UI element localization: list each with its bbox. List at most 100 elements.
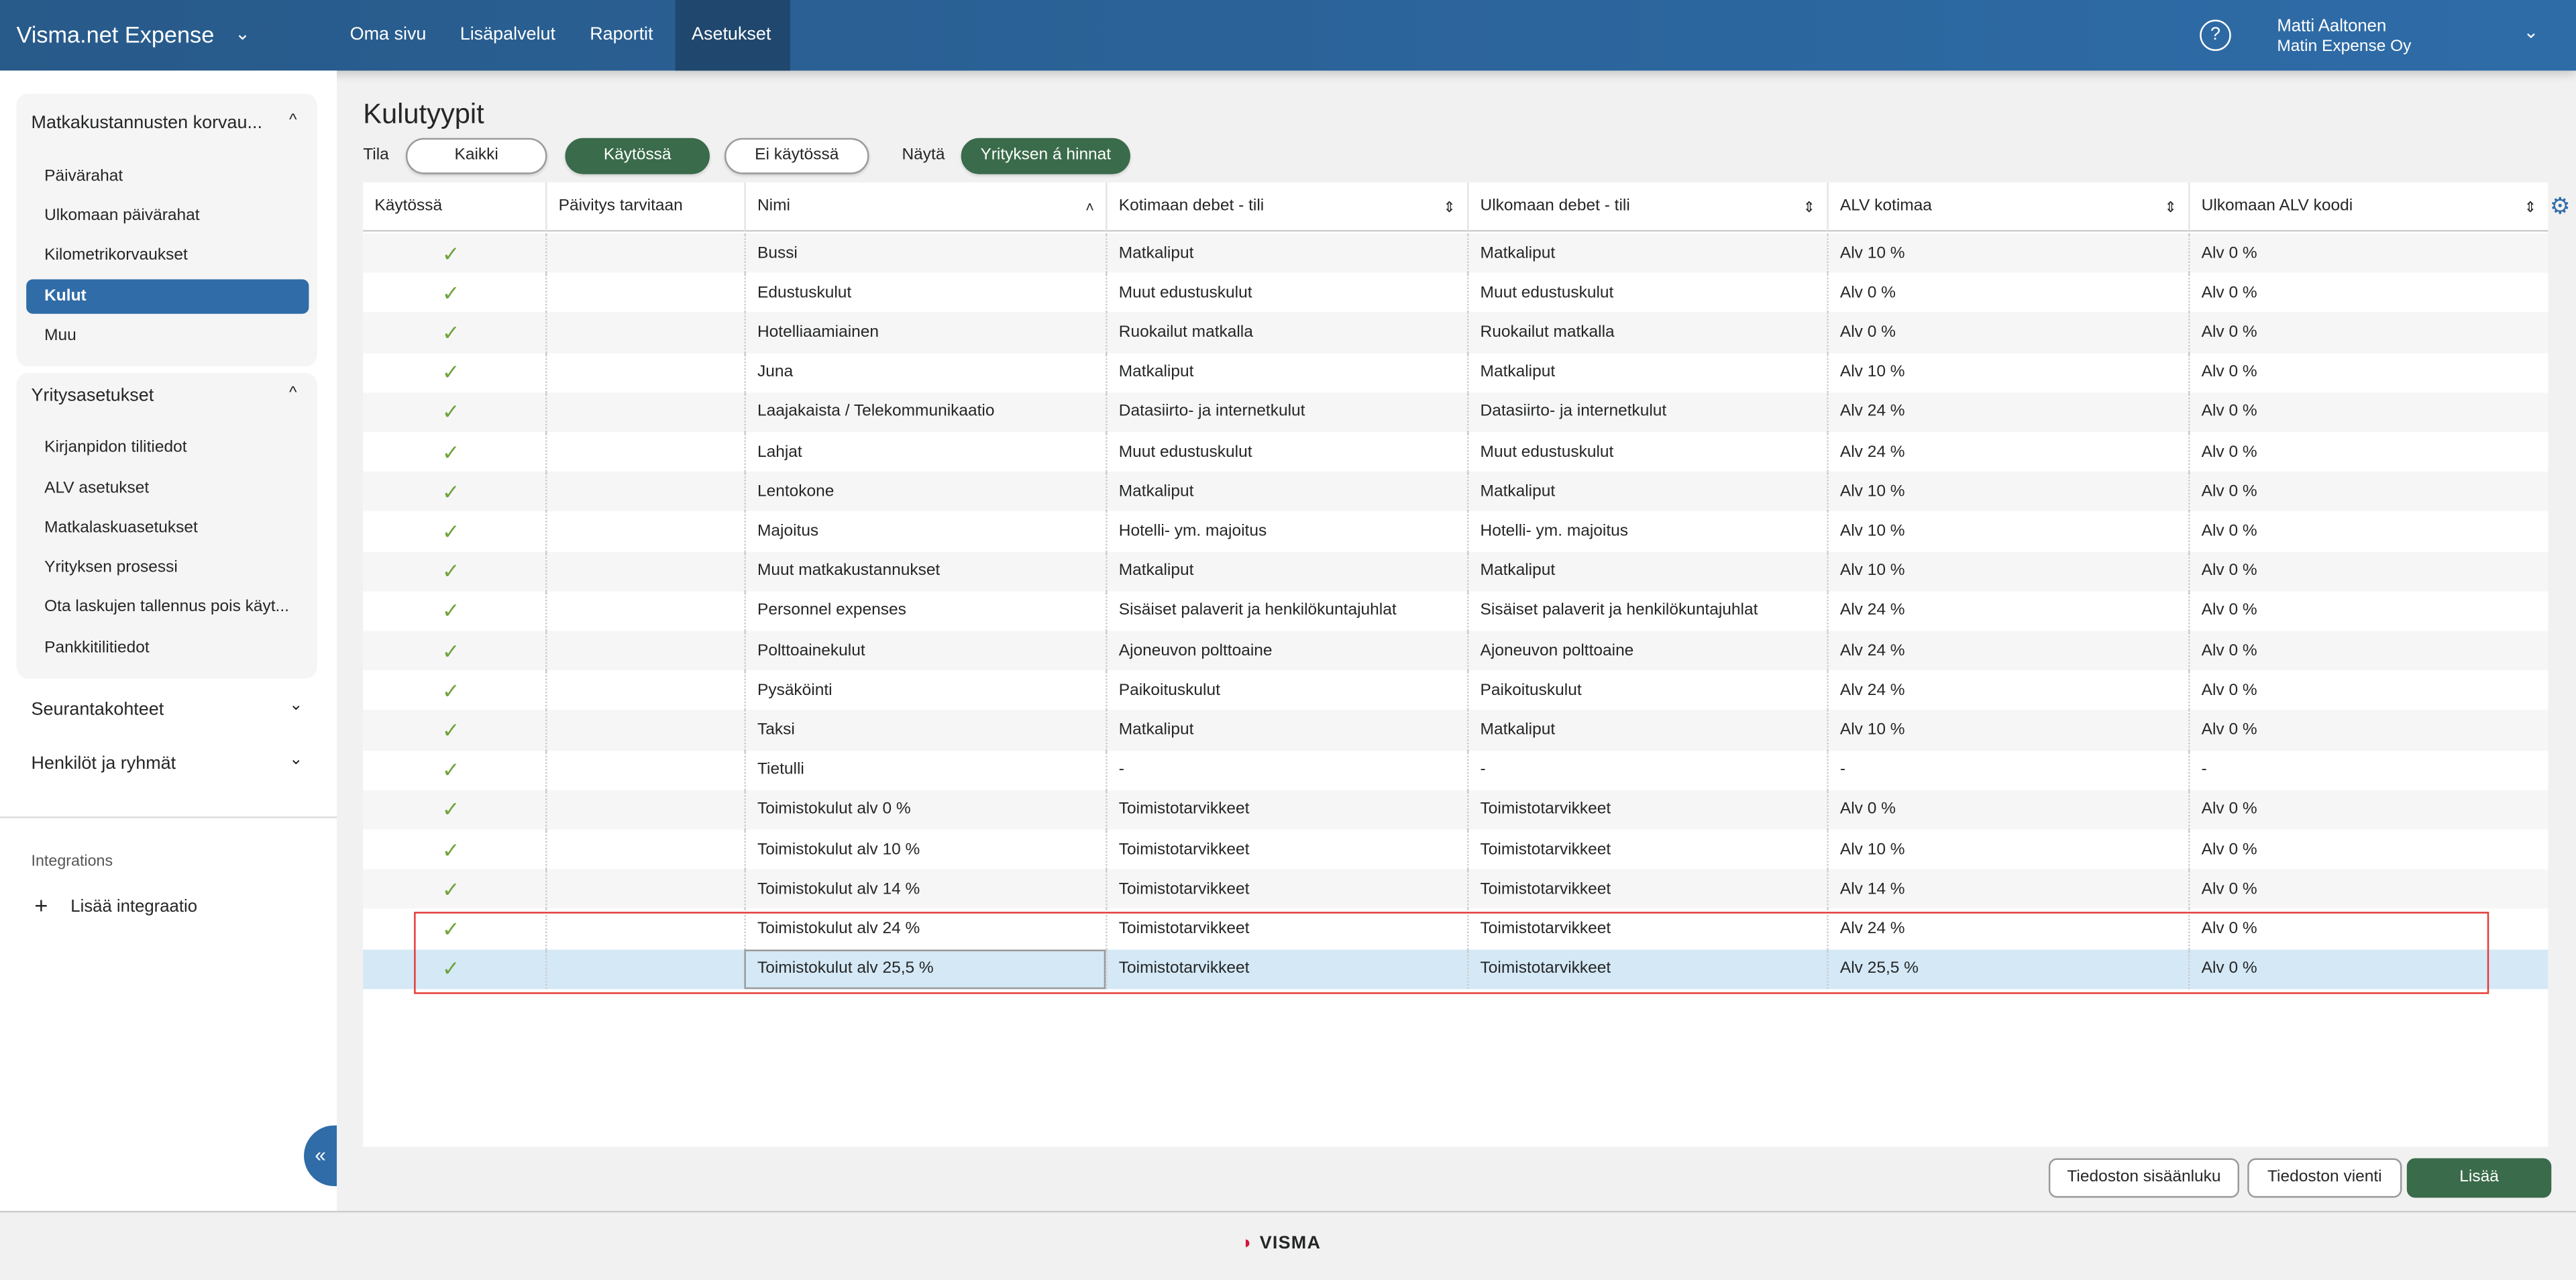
column-header[interactable]: Ulkomaan ALV koodi ⇕ (2188, 182, 2548, 232)
table-cell[interactable]: Muut edustuskulut (1466, 272, 1827, 313)
table-cell[interactable]: Alv 0 % (2188, 790, 2548, 830)
table-cell[interactable]: Matkaliput (1466, 352, 1827, 392)
table-cell[interactable]: Alv 0 % (2188, 829, 2548, 869)
table-cell[interactable]: Alv 0 % (2188, 710, 2548, 751)
table-row[interactable]: ✓ Laajakaista / Telekommunikaatio Datasiir… (363, 392, 2548, 433)
table-cell[interactable]: Bussi (744, 233, 1106, 273)
table-cell[interactable]: Matkaliput (1106, 352, 1467, 392)
update-needed-cell[interactable] (545, 272, 744, 313)
sidebar-group-title[interactable]: Yritysasetukset (31, 386, 154, 406)
table-cell[interactable]: Matkaliput (1106, 551, 1467, 592)
table-cell[interactable]: Polttoainekulut (744, 631, 1106, 671)
table-cell[interactable]: Alv 0 % (2188, 472, 2548, 512)
table-row[interactable]: ✓ Taksi Matkaliput Matkaliput Alv 10 % Alv 0 … (363, 710, 2548, 751)
table-cell[interactable]: Alv 10 % (1827, 352, 2188, 392)
enabled-check-icon[interactable]: ✓ (441, 360, 460, 385)
table-cell[interactable]: Alv 0 % (2188, 551, 2548, 592)
sort-icon[interactable]: ⇕ (2524, 199, 2537, 215)
table-row[interactable]: ✓ Toimistokulut alv 25,5 % Toimistotarvikk… (363, 949, 2548, 989)
column-header[interactable]: Nimi ˄ (744, 182, 1106, 232)
user-menu-chevron-icon[interactable]: ⌄ (2523, 23, 2539, 43)
table-cell[interactable]: Alv 0 % (1827, 313, 2188, 353)
table-cell[interactable]: Alv 0 % (2188, 392, 2548, 433)
table-cell[interactable]: Pysäköinti (744, 670, 1106, 710)
sidebar-item-ulkomaan-paivarahat[interactable]: Ulkomaan päivärahat (44, 207, 200, 225)
filter-kaytossa[interactable]: Käytössä (565, 138, 710, 174)
table-cell[interactable]: Sisäiset palaverit ja henkilökuntajuhlat (1466, 591, 1827, 631)
table-cell[interactable]: Toimistotarvikkeet (1106, 869, 1467, 910)
table-cell[interactable]: Muut matkakustannukset (744, 551, 1106, 592)
table-cell[interactable]: Matkaliput (1466, 710, 1827, 751)
table-cell[interactable]: Alv 0 % (2188, 272, 2548, 313)
update-needed-cell[interactable] (545, 631, 744, 671)
update-needed-cell[interactable] (545, 829, 744, 869)
table-cell[interactable]: Ajoneuvon polttoaine (1106, 631, 1467, 671)
table-cell[interactable]: Lahjat (744, 432, 1106, 472)
table-row[interactable]: ✓ Toimistokulut alv 14 % Toimistotarvikkee… (363, 869, 2548, 910)
enabled-check-icon[interactable]: ✓ (441, 519, 460, 544)
table-row[interactable]: ✓ Edustuskulut Muut edustuskulut Muut edust… (363, 272, 2548, 313)
table-cell[interactable]: Alv 10 % (1827, 511, 2188, 551)
table-row[interactable]: ✓ Personnel expenses Sisäiset palaverit ja… (363, 591, 2548, 631)
column-header[interactable]: ALV kotimaa ⇕ (1827, 182, 2189, 232)
nav-oma-sivu[interactable]: Oma sivu (350, 24, 427, 45)
table-cell[interactable]: Datasiirto- ja internetkulut (1466, 392, 1827, 433)
table-cell[interactable]: Muut edustuskulut (1106, 432, 1467, 472)
table-cell[interactable]: Toimistotarvikkeet (1466, 909, 1827, 949)
table-cell[interactable]: Toimistotarvikkeet (1106, 829, 1467, 869)
table-row[interactable]: ✓ Pysäköinti Paikoituskulut Paikoituskulut A… (363, 670, 2548, 710)
table-cell[interactable]: Laajakaista / Telekommunikaatio (744, 392, 1106, 433)
table-cell[interactable]: Matkaliput (1106, 233, 1467, 273)
table-row[interactable]: ✓ Toimistokulut alv 24 % Toimistotarvikkee… (363, 909, 2548, 949)
table-cell[interactable]: Hotelliaamiainen (744, 313, 1106, 353)
update-needed-cell[interactable] (545, 750, 744, 790)
table-cell[interactable]: Alv 0 % (2188, 949, 2548, 989)
update-needed-cell[interactable] (545, 909, 744, 949)
update-needed-cell[interactable] (545, 392, 744, 433)
update-needed-cell[interactable] (545, 949, 744, 989)
nav-lisapalvelut[interactable]: Lisäpalvelut (460, 24, 555, 45)
user-name[interactable]: Matti Aaltonen (2277, 16, 2387, 36)
chevron-down-icon[interactable]: ⌄ (289, 696, 303, 715)
enabled-check-icon[interactable]: ✓ (441, 678, 460, 703)
filter-ei-kaytossa[interactable]: Ei käytössä (724, 138, 869, 174)
table-cell[interactable]: - (1466, 750, 1827, 790)
table-row[interactable]: ✓ Juna Matkaliput Matkaliput Alv 10 % Alv 0 % (363, 352, 2548, 392)
filter-kaikki[interactable]: Kaikki (405, 138, 547, 174)
update-needed-cell[interactable] (545, 233, 744, 273)
column-header[interactable]: Kotimaan debet - tili ⇕ (1106, 182, 1467, 232)
sidebar-item[interactable]: Kirjanpidon tilitiedot (44, 438, 187, 457)
enabled-check-icon[interactable]: ✓ (441, 956, 460, 981)
chevron-up-icon[interactable]: ^ (289, 111, 297, 130)
table-row[interactable]: ✓ Toimistokulut alv 10 % Toimistotarvikkee… (363, 829, 2548, 869)
update-needed-cell[interactable] (545, 313, 744, 353)
update-needed-cell[interactable] (545, 670, 744, 710)
table-cell[interactable]: Matkaliput (1466, 551, 1827, 592)
table-row[interactable]: ✓ Bussi Matkaliput Matkaliput Alv 10 % Alv 0 … (363, 233, 2548, 273)
company-name[interactable]: Matin Expense Oy (2277, 38, 2412, 56)
table-cell[interactable]: Alv 0 % (2188, 511, 2548, 551)
sidebar-item-kilometrikorvaukset[interactable]: Kilometrikorvaukset (44, 246, 188, 265)
table-cell[interactable]: Toimistotarvikkeet (1466, 949, 1827, 989)
table-cell[interactable]: Toimistokulut alv 25,5 % (744, 949, 1106, 989)
enabled-check-icon[interactable]: ✓ (441, 916, 460, 942)
enabled-check-icon[interactable]: ✓ (441, 598, 460, 624)
collapse-sidebar-icon[interactable]: « (304, 1125, 337, 1187)
sort-ascending-icon[interactable]: ˄ (1085, 199, 1095, 215)
sort-icon[interactable]: ⇕ (2164, 199, 2177, 215)
table-cell[interactable]: Toimistotarvikkeet (1466, 790, 1827, 830)
table-cell[interactable]: Alv 0 % (1827, 272, 2188, 313)
table-cell[interactable]: Taksi (744, 710, 1106, 751)
table-cell[interactable]: Sisäiset palaverit ja henkilökuntajuhlat (1106, 591, 1467, 631)
sidebar-group-henkilot[interactable]: Henkilöt ja ryhmät (31, 754, 176, 774)
table-cell[interactable]: Hotelli- ym. majoitus (1106, 511, 1467, 551)
app-title[interactable]: Visma.net Expense (16, 21, 215, 48)
table-cell[interactable]: Alv 0 % (2188, 432, 2548, 472)
table-row[interactable]: ✓ Muut matkakustannukset Matkaliput Matkali… (363, 551, 2548, 592)
table-cell[interactable]: Alv 10 % (1827, 233, 2188, 273)
table-cell[interactable]: Toimistokulut alv 10 % (744, 829, 1106, 869)
sidebar-item-paivarahat[interactable]: Päivärahat (44, 167, 123, 186)
update-needed-cell[interactable] (545, 591, 744, 631)
toggle-yrityksen-hinnat[interactable]: Yrityksen á hinnat (961, 138, 1130, 174)
add-button[interactable]: Lisää (2406, 1158, 2552, 1198)
